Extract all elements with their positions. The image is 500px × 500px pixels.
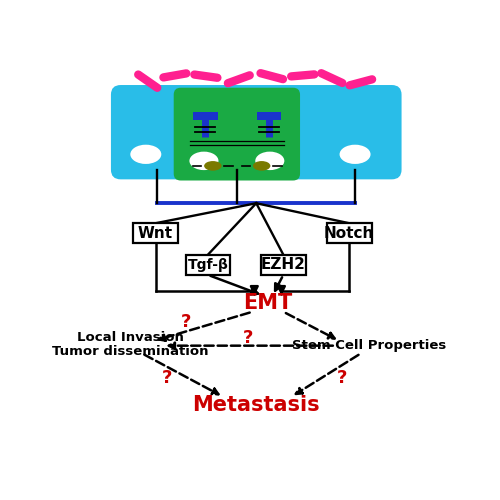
FancyBboxPatch shape xyxy=(192,112,218,120)
Ellipse shape xyxy=(256,152,284,170)
Ellipse shape xyxy=(253,161,270,170)
Text: EZH2: EZH2 xyxy=(261,258,306,272)
FancyBboxPatch shape xyxy=(186,255,230,275)
Text: Notch: Notch xyxy=(324,226,374,241)
Text: EMT: EMT xyxy=(243,294,292,314)
Text: Stem Cell Properties: Stem Cell Properties xyxy=(292,339,446,352)
Ellipse shape xyxy=(130,144,162,164)
FancyBboxPatch shape xyxy=(327,223,372,244)
Ellipse shape xyxy=(204,161,222,170)
Text: Tumor dissemination: Tumor dissemination xyxy=(52,346,208,358)
FancyBboxPatch shape xyxy=(174,88,300,180)
FancyBboxPatch shape xyxy=(111,85,402,180)
FancyBboxPatch shape xyxy=(261,255,306,275)
Text: Local Invasion: Local Invasion xyxy=(77,330,184,344)
Ellipse shape xyxy=(190,152,218,170)
Ellipse shape xyxy=(340,144,370,164)
Text: Tgf-β: Tgf-β xyxy=(188,258,228,272)
Text: ?: ? xyxy=(244,329,254,347)
Text: Metastasis: Metastasis xyxy=(192,394,320,414)
Text: ?: ? xyxy=(336,368,346,386)
Text: Wnt: Wnt xyxy=(138,226,173,241)
FancyBboxPatch shape xyxy=(133,223,178,244)
Text: ?: ? xyxy=(162,368,172,386)
FancyBboxPatch shape xyxy=(256,112,281,120)
Text: ?: ? xyxy=(182,313,192,331)
